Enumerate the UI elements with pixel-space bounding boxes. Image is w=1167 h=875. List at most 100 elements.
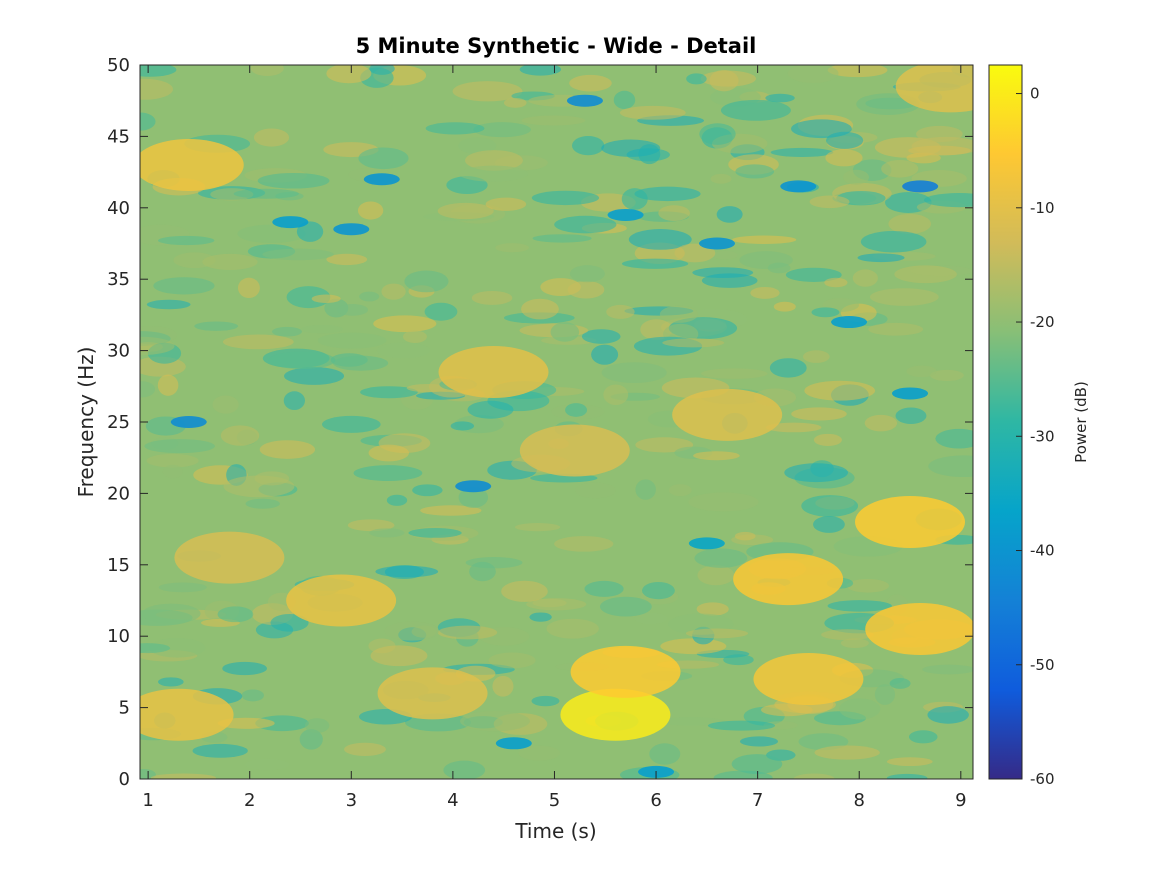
- heatmap-cell: [843, 169, 869, 185]
- heatmap-cell: [735, 164, 775, 179]
- heatmap-cell: [237, 224, 306, 244]
- y-tick-label: 0: [119, 769, 130, 790]
- heatmap-hotspot: [174, 531, 285, 584]
- heatmap-cell: [731, 754, 783, 774]
- heatmap-cell: [621, 258, 689, 269]
- heatmap-cell: [601, 362, 667, 383]
- heatmap-cell: [825, 149, 863, 167]
- heatmap-cell: [895, 407, 927, 424]
- heatmap-cell: [658, 205, 690, 221]
- heatmap-cell: [519, 65, 562, 76]
- heatmap-cell: [375, 565, 439, 578]
- heatmap-cell: [347, 519, 395, 532]
- heatmap-cell: [521, 115, 586, 126]
- colorbar-tick-label: -20: [1030, 313, 1055, 331]
- heatmap-cell: [688, 492, 759, 512]
- heatmap-surface: [140, 65, 973, 779]
- heatmap-cell: [908, 145, 971, 156]
- heatmap-cell: [668, 484, 692, 497]
- heatmap-hotspot: [855, 495, 966, 548]
- heatmap-cell: [317, 332, 387, 349]
- heatmap-cell: [452, 81, 523, 102]
- y-tick-label: 35: [107, 269, 130, 290]
- heatmap-hotspot: [865, 603, 973, 656]
- heatmap-cell: [881, 160, 919, 178]
- heatmap-cell: [827, 65, 888, 78]
- heatmap-cell: [824, 277, 848, 288]
- colorbar-gradient: [988, 64, 1023, 780]
- heatmap-cell: [412, 484, 443, 497]
- heatmap-cell: [865, 97, 917, 110]
- heatmap-cell: [521, 298, 559, 320]
- x-tick-label: 7: [752, 790, 763, 811]
- colorbar-tick-label: -30: [1030, 427, 1055, 445]
- y-tick-label: 20: [107, 483, 130, 504]
- heatmap-cell: [384, 621, 439, 641]
- heatmap-cell: [404, 270, 449, 293]
- heatmap-cell: [296, 221, 324, 242]
- heatmap-hotspot: [753, 653, 864, 706]
- chart-title: 5 Minute Synthetic - Wide - Detail: [356, 34, 757, 58]
- colorbar-tick-label: -40: [1030, 542, 1055, 560]
- heatmap-cell: [659, 305, 698, 323]
- heatmap-cell: [304, 718, 330, 733]
- x-tick-label: 4: [447, 790, 458, 811]
- heatmap-hotspot: [140, 688, 234, 741]
- heatmap-cell: [732, 235, 797, 244]
- heatmap-cell: [514, 523, 561, 532]
- heatmap-cell: [634, 186, 701, 202]
- heatmap-cell: [368, 444, 410, 462]
- heatmap-cell: [591, 344, 619, 365]
- heatmap-hotspot: [733, 553, 844, 606]
- heatmap-cell: [150, 773, 217, 779]
- heatmap-cell: [406, 383, 450, 393]
- heatmap-cell: [283, 391, 305, 411]
- heatmap-cell: [222, 661, 268, 676]
- heatmap-coldspot: [902, 180, 939, 193]
- heatmap-cell: [750, 286, 780, 299]
- heatmap-cell: [888, 213, 932, 234]
- heatmap-cell: [386, 494, 408, 506]
- heatmap-cell: [369, 528, 405, 538]
- heatmap-cell: [635, 437, 694, 453]
- x-tick-label: 2: [244, 790, 255, 811]
- heatmap-cell: [359, 291, 380, 302]
- heatmap-cell: [701, 368, 768, 379]
- heatmap-cell: [458, 165, 529, 182]
- heatmap-cell: [922, 664, 973, 675]
- heatmap-cell: [250, 65, 284, 76]
- heatmap-cell: [469, 561, 496, 582]
- heatmap-cell: [326, 65, 372, 84]
- heatmap-cell: [140, 78, 173, 100]
- heatmap-cell: [408, 528, 462, 538]
- heatmap-cell: [471, 291, 513, 305]
- heatmap-cell: [473, 122, 531, 138]
- heatmap-cell: [716, 206, 743, 223]
- heatmap-cell: [531, 695, 560, 707]
- heatmap-cell: [692, 267, 754, 279]
- heatmap-cell: [734, 531, 756, 541]
- heatmap-cell: [785, 267, 842, 282]
- heatmap-cell: [336, 304, 369, 316]
- heatmap-cell: [458, 137, 497, 155]
- heatmap-cell: [402, 330, 427, 343]
- heatmap-cell: [908, 730, 938, 744]
- heatmap-cell: [268, 351, 336, 370]
- heatmap-hotspot: [377, 667, 488, 720]
- x-tick-label: 5: [549, 790, 560, 811]
- heatmap-cell: [300, 324, 344, 334]
- heatmap-cell: [529, 612, 552, 622]
- heatmap-cell: [707, 720, 776, 731]
- heatmap-cell: [635, 479, 656, 500]
- heatmap-cell: [495, 243, 529, 253]
- heatmap-cell: [826, 131, 864, 149]
- heatmap-cell: [546, 618, 599, 639]
- heatmap-cell: [158, 677, 184, 687]
- heatmap-cell: [358, 147, 409, 170]
- heatmap-cell: [874, 684, 896, 705]
- heatmap-cell: [488, 652, 536, 669]
- heatmap-cell: [584, 580, 624, 597]
- heatmap-cell: [773, 301, 796, 312]
- heatmap-coldspot: [170, 416, 207, 428]
